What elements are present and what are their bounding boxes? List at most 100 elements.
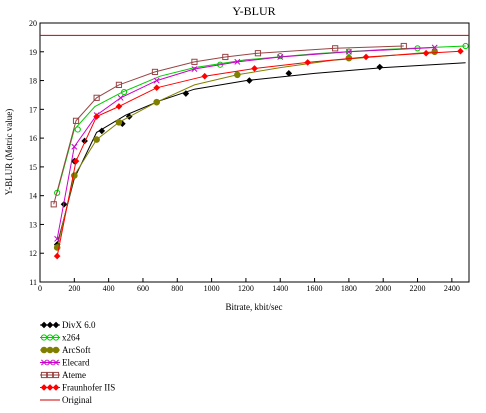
legend-item-x264: x264 (40, 333, 81, 343)
point-divx-6-0-marker (246, 77, 253, 84)
legend-label: x264 (62, 333, 81, 343)
point-divx-6-0-marker (285, 70, 293, 77)
x-tick-label: 400 (103, 284, 115, 293)
point-ateme-marker (222, 53, 229, 61)
legend-label: ArcSoft (62, 345, 91, 355)
legend-item-divx-6-0: DivX 6.0 (40, 320, 96, 330)
point-ateme-marker (72, 117, 80, 124)
series-fraunhofer-iis (53, 47, 464, 260)
legend-label: Ateme (62, 370, 86, 380)
legend-label: Fraunhofer IIS (62, 383, 115, 393)
x-tick-label: 600 (137, 284, 149, 293)
point-arcsoft-marker (115, 118, 123, 126)
legend-elecard-marker (53, 359, 59, 366)
point-elecard-marker (191, 66, 198, 72)
y-tick-label: 13 (29, 220, 37, 229)
y-tick-label: 20 (29, 19, 37, 28)
point-elecard-marker (153, 77, 160, 84)
legend-label: Elecard (62, 358, 90, 368)
legend-item-elecard: Elecard (40, 358, 90, 368)
x-axis-label: Bitrate, kbit/sec (226, 302, 283, 312)
series-layer (40, 34, 469, 260)
y-tick-label: 12 (29, 249, 37, 258)
y-tick-label: 11 (29, 278, 37, 287)
point-ateme-marker (191, 58, 198, 65)
legend-item-original: Original (40, 395, 92, 405)
point-ateme-marker (50, 201, 57, 208)
plot-frame (39, 22, 470, 283)
y-tick-label: 17 (29, 105, 37, 114)
point-elecard-marker (117, 94, 124, 101)
legend-fraunhofer-iis-marker (46, 384, 54, 391)
x-tick-label: 1800 (341, 284, 357, 293)
point-fraunhofer-iis-marker (422, 49, 430, 57)
point-ateme-marker (254, 50, 262, 57)
y-tick-label: 19 (29, 48, 37, 57)
point-arcsoft-marker (153, 98, 160, 106)
point-ateme-marker (400, 42, 407, 50)
y-tick-label: 18 (29, 77, 37, 86)
point-fraunhofer-iis-marker (72, 157, 80, 165)
y-axis-label: Y-BLUR (Metric value) (4, 109, 14, 195)
point-divx-6-0-marker (98, 127, 106, 135)
x-tick-label: 0 (38, 284, 42, 293)
legend-divx-6-0-marker (52, 321, 60, 329)
point-ateme-marker (115, 81, 123, 88)
legend-divx-6-0-marker (46, 321, 54, 329)
point-arcsoft-marker (93, 136, 100, 143)
point-elecard-marker (345, 48, 352, 55)
legend-elecard-marker (41, 359, 47, 366)
legend-divx-6-0-marker (40, 321, 48, 329)
point-elecard-marker (234, 58, 241, 65)
y-tick-label: 15 (29, 163, 37, 172)
point-x264-marker (120, 88, 128, 96)
legend-elecard-marker (47, 359, 53, 366)
point-elecard-marker (71, 143, 78, 150)
legend: DivX 6.0 x264 ArcSoft Elecard Ateme Fraunhofe… (40, 320, 115, 405)
x-axis: 0 200 400 600 800 1000 1200 1400 1600 1800 2000 220… (38, 278, 460, 293)
legend-label: Original (62, 395, 92, 405)
chart-title: Y-BLUR (232, 4, 275, 18)
series-line-ateme (53, 45, 404, 205)
point-divx-6-0-marker (376, 63, 384, 71)
x-tick-label: 2200 (410, 284, 426, 293)
point-x264-marker (277, 52, 284, 60)
x-tick-label: 1600 (307, 284, 323, 293)
series-divx-6-0 (53, 62, 466, 248)
point-ateme-marker (332, 45, 339, 52)
point-ateme-marker (93, 94, 100, 101)
legend-item-ateme: Ateme (40, 370, 86, 380)
legend-fraunhofer-iis-marker (40, 384, 48, 391)
legend-x264-marker (52, 334, 60, 341)
point-elecard-marker (277, 54, 284, 60)
legend-ateme-marker (40, 371, 48, 379)
x-tick-label: 800 (171, 284, 183, 293)
legend-arcsoft-marker (46, 346, 54, 354)
point-divx-6-0-marker (182, 90, 190, 97)
legend-x264-marker (40, 334, 48, 341)
x-tick-label: 1000 (204, 284, 220, 293)
x-tick-label: 200 (68, 284, 80, 293)
point-fraunhofer-iis-marker (53, 252, 61, 260)
legend-x264-marker (46, 334, 54, 341)
x-tick-label: 1400 (272, 284, 288, 293)
legend-item-fraunhofer-iis: Fraunhofer IIS (40, 383, 115, 393)
legend-fraunhofer-iis-marker (52, 384, 60, 391)
legend-ateme-marker (46, 371, 54, 379)
point-arcsoft-marker (234, 71, 241, 79)
point-fraunhofer-iis-marker (362, 53, 370, 61)
point-fraunhofer-iis-marker (251, 65, 258, 72)
y-tick-label: 16 (29, 134, 37, 143)
series-elecard (54, 44, 438, 242)
point-fraunhofer-iis-marker (457, 47, 464, 55)
legend-ateme-marker (52, 371, 60, 379)
x-tick-label: 2000 (375, 284, 391, 293)
point-fraunhofer-iis-marker (115, 103, 123, 110)
point-ateme-marker (151, 68, 159, 76)
series-arcsoft (53, 48, 438, 251)
series-line-elecard (56, 47, 435, 239)
point-fraunhofer-iis-marker (153, 84, 160, 92)
point-elecard-marker (431, 44, 438, 51)
legend-arcsoft-marker (52, 346, 60, 354)
